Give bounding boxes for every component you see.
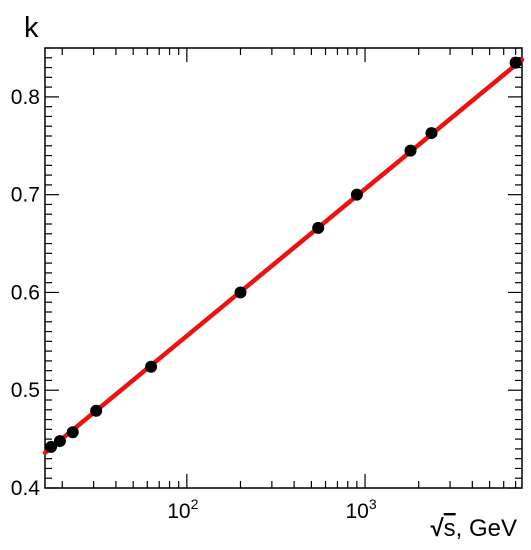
y-tick-label: 0.4 [11,477,41,500]
data-point [53,435,66,448]
data-point [45,440,58,453]
data-point [425,127,438,140]
x-tick-label-exponent: 2 [191,496,199,512]
plot-frame [44,47,523,489]
y-tick-label: 0.8 [11,86,40,109]
x-tick-label-base: 10 [167,500,190,523]
data-point [234,286,247,299]
x-axis: 102 103 [61,48,517,523]
data-points-series [45,56,522,453]
x-axis-title-radical: √ [430,515,444,542]
y-tick-label: 0.5 [11,379,40,402]
x-axis-title-variable: s [444,515,456,542]
data-point [509,56,522,69]
x-tick-label-exponent: 3 [369,496,377,512]
data-point [404,144,417,157]
plot-border [44,47,523,489]
y-tick-label: 0.6 [11,281,40,304]
fit-line [42,57,525,456]
x-tick-label: 103 [345,496,376,523]
data-point [145,360,158,373]
data-point [66,426,79,439]
x-axis-title-unit: , GeV [456,515,517,542]
data-point [350,188,363,201]
fit-line-series [42,57,525,456]
data-point [312,221,325,234]
y-axis-title: k [24,12,39,44]
x-axis-title: √s, GeV [430,515,517,542]
y-tick-label: 0.7 [11,184,40,207]
y-axis: 0.4 0.5 0.6 0.7 0.8 [11,47,522,500]
x-tick-label-base: 10 [345,500,368,523]
x-tick-label: 102 [167,496,198,523]
data-point [90,404,103,417]
